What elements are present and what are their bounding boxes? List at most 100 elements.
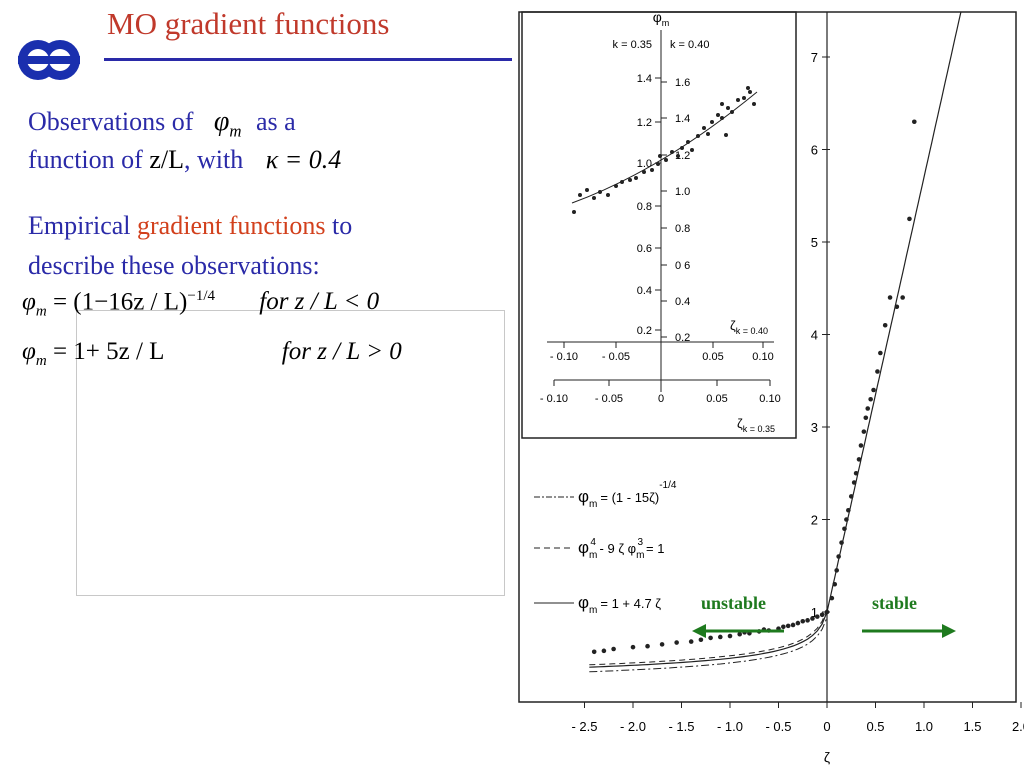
main-data-point [863, 415, 869, 421]
main-data-point [800, 618, 806, 624]
main-data-point [858, 443, 864, 448]
inset-left-tick-label: 0.8 [637, 201, 652, 213]
main-data-point [645, 643, 650, 649]
main-data-point [630, 644, 636, 650]
slide-title: MO gradient functions [107, 6, 390, 41]
main-data-point [836, 554, 841, 559]
inset-data-point [676, 154, 680, 158]
empirical-line-1: Empirical gradient functions to [28, 210, 352, 242]
main-y-tick-label: 5 [811, 235, 818, 250]
inset-data-point [710, 120, 714, 124]
main-data-point [737, 631, 742, 637]
main-x-ticks: - 2.5 - 2.0 - 1.5 - 1.0 - 0.5 0 0.5 1.0 1.5 2.0 [571, 702, 1024, 734]
inset-chart: φm k = 0.35 k = 0.40 1.4 1.2 1.0 0.8 0.6 0.4 0… [540, 9, 781, 434]
inset-data-point [696, 134, 700, 138]
inset-data-point [658, 154, 662, 158]
inset-xlabel-bottom: ζk = 0.35 [737, 416, 775, 434]
inset-right-tick-label: 1.4 [675, 113, 690, 125]
inset-left-tick-label: 1.2 [637, 117, 652, 129]
curve-linear [589, 11, 962, 668]
curve-dashed [589, 608, 828, 666]
main-data-point [601, 648, 607, 654]
inset-bottom-tick-label: - 0.10 [540, 393, 568, 405]
main-data-point [810, 616, 815, 621]
inset-data-point [598, 190, 602, 194]
main-data-point [832, 581, 838, 587]
obs-text-b: as a [255, 107, 296, 136]
main-y-tick-label: 3 [811, 420, 818, 435]
main-y-tick-label: 1 [811, 605, 818, 620]
inset-data-point [634, 176, 638, 180]
main-data-point [819, 612, 825, 618]
empty-placeholder-box [76, 310, 505, 596]
inset-data-point [686, 140, 690, 144]
inset-x-ticks-top: - 0.10 - 0.05 0.05 0.10 [550, 342, 774, 363]
main-data-point [861, 429, 867, 434]
inset-data-point [706, 132, 710, 136]
main-data-point [824, 609, 830, 615]
inset-data-points [572, 86, 756, 214]
main-data-point [659, 642, 665, 647]
main-data-point [882, 322, 888, 328]
gradient-functions-text: gradient functions [137, 211, 326, 240]
main-x-tick-label: - 0.5 [765, 719, 791, 734]
title-underline [104, 58, 512, 61]
main-data-point [611, 646, 616, 652]
main-x-tick-label: 1.5 [963, 719, 981, 734]
stable-label: stable [872, 593, 917, 613]
main-x-tick-label: - 2.0 [620, 719, 646, 734]
main-data-point [727, 633, 733, 639]
inset-bottom-tick-label: 0.10 [759, 393, 780, 405]
inset-plot-frame [521, 11, 797, 439]
inset-top-tick-label: 0.05 [702, 351, 723, 363]
to-text: to [331, 211, 353, 240]
main-data-point [698, 637, 704, 643]
inset-data-point [716, 113, 720, 117]
main-data-point [846, 507, 851, 513]
main-data-points [591, 119, 917, 655]
inset-right-tick-label: 1.6 [675, 77, 690, 89]
inset-data-point [664, 158, 668, 162]
inset-left-tick-label: 1.0 [637, 158, 652, 170]
main-data-point [894, 304, 900, 310]
main-data-point [853, 470, 859, 476]
observations-line-1: Observations of φm as a [28, 106, 296, 148]
inset-top-tick-label: - 0.10 [550, 351, 578, 363]
legend-label-dashed: φm4 - 9 ζ φm3 = 1 [578, 537, 664, 561]
main-x-tick-label: 0.5 [866, 719, 884, 734]
inset-left-tick-label: 0.2 [637, 325, 652, 337]
main-data-point [865, 406, 871, 411]
ecmwf-logo [18, 40, 80, 80]
inset-data-point [690, 148, 694, 152]
equation-unstable-condition: for z / L < 0 [259, 288, 380, 316]
inset-data-point [748, 90, 752, 94]
obs-text-d: , with [183, 145, 244, 174]
main-data-point [790, 622, 796, 628]
inset-data-point [720, 116, 724, 120]
inset-data-point [730, 110, 734, 114]
equation-stable: φm = 1+ 5z / L for z / L > 0 [22, 338, 402, 369]
main-data-point [878, 350, 883, 356]
legend-label-solid: φm = 1 + 4.7 ζ [578, 593, 661, 616]
inset-y-label: φm [653, 9, 670, 28]
main-data-point [718, 634, 723, 640]
inset-right-tick-label: 1.0 [675, 186, 690, 198]
inset-data-point [642, 170, 646, 174]
main-x-tick-label: 1.0 [915, 719, 933, 734]
main-x-tick-label: 0 [823, 719, 830, 734]
obs-text-c: function of [28, 145, 143, 174]
main-data-point [815, 614, 820, 619]
main-data-point [900, 295, 905, 300]
inset-header-right: k = 0.40 [670, 39, 709, 51]
main-data-point [834, 568, 839, 573]
inset-right-ticks: 1.6 1.4 1.2 1.0 0.8 0 6 0.4 0.2 [661, 77, 690, 344]
main-x-label: ζ [824, 749, 830, 765]
inset-header-left: k = 0.35 [613, 39, 652, 51]
main-data-point [844, 517, 849, 522]
inset-right-tick-label: 1.2 [675, 150, 690, 162]
inset-data-point [724, 133, 728, 137]
kappa-equation: κ = 0.4 [265, 145, 342, 174]
stable-arrow [862, 624, 956, 638]
main-x-tick-label: 2.0 [1012, 719, 1024, 734]
inset-data-point [592, 196, 596, 200]
